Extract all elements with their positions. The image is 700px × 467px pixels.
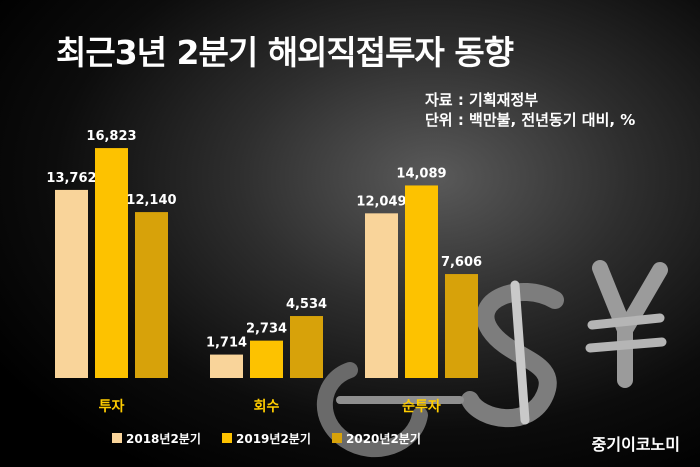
bar-2-1 bbox=[405, 185, 438, 378]
bar-1-2 bbox=[290, 316, 323, 378]
data-label-0-2: 12,140 bbox=[126, 193, 176, 208]
data-label-1-1: 2,734 bbox=[246, 322, 287, 337]
chart-title: 최근3년 2분기 해외직접투자 동향 bbox=[56, 33, 514, 72]
category-label-2: 순투자 bbox=[402, 399, 441, 415]
legend-label-2: 2020년2분기 bbox=[346, 431, 421, 446]
data-label-1-0: 1,714 bbox=[206, 336, 247, 351]
legend-swatch-1 bbox=[222, 433, 232, 443]
bar-2-0 bbox=[365, 213, 398, 378]
bar-0-1 bbox=[95, 148, 128, 378]
data-label-0-1: 16,823 bbox=[86, 129, 136, 144]
legend-label-1: 2019년2분기 bbox=[236, 431, 311, 446]
category-label-1: 회수 bbox=[254, 399, 280, 415]
bar-1-0 bbox=[210, 354, 243, 378]
data-label-0-0: 13,762 bbox=[46, 171, 96, 186]
data-label-2-0: 12,049 bbox=[356, 194, 406, 209]
category-label-0: 투자 bbox=[99, 399, 125, 415]
legend-swatch-0 bbox=[112, 433, 122, 443]
source-note: 자료 : 기획재정부 bbox=[425, 91, 539, 109]
bar-0-0 bbox=[55, 189, 88, 378]
unit-note: 단위 : 백만불, 전년동기 대비, % bbox=[425, 111, 636, 129]
bar-0-2 bbox=[135, 212, 168, 378]
brand-logo: 중기이코노미 bbox=[591, 435, 680, 454]
bar-2-2 bbox=[445, 274, 478, 378]
data-label-2-1: 14,089 bbox=[396, 166, 446, 181]
data-label-1-2: 4,534 bbox=[286, 297, 327, 312]
legend-label-0: 2018년2분기 bbox=[126, 431, 201, 446]
chart-meta: 자료 : 기획재정부 단위 : 백만불, 전년동기 대비, % bbox=[425, 90, 635, 130]
bar-1-1 bbox=[250, 340, 283, 378]
data-label-2-2: 7,606 bbox=[441, 255, 482, 270]
legend-swatch-2 bbox=[332, 433, 342, 443]
